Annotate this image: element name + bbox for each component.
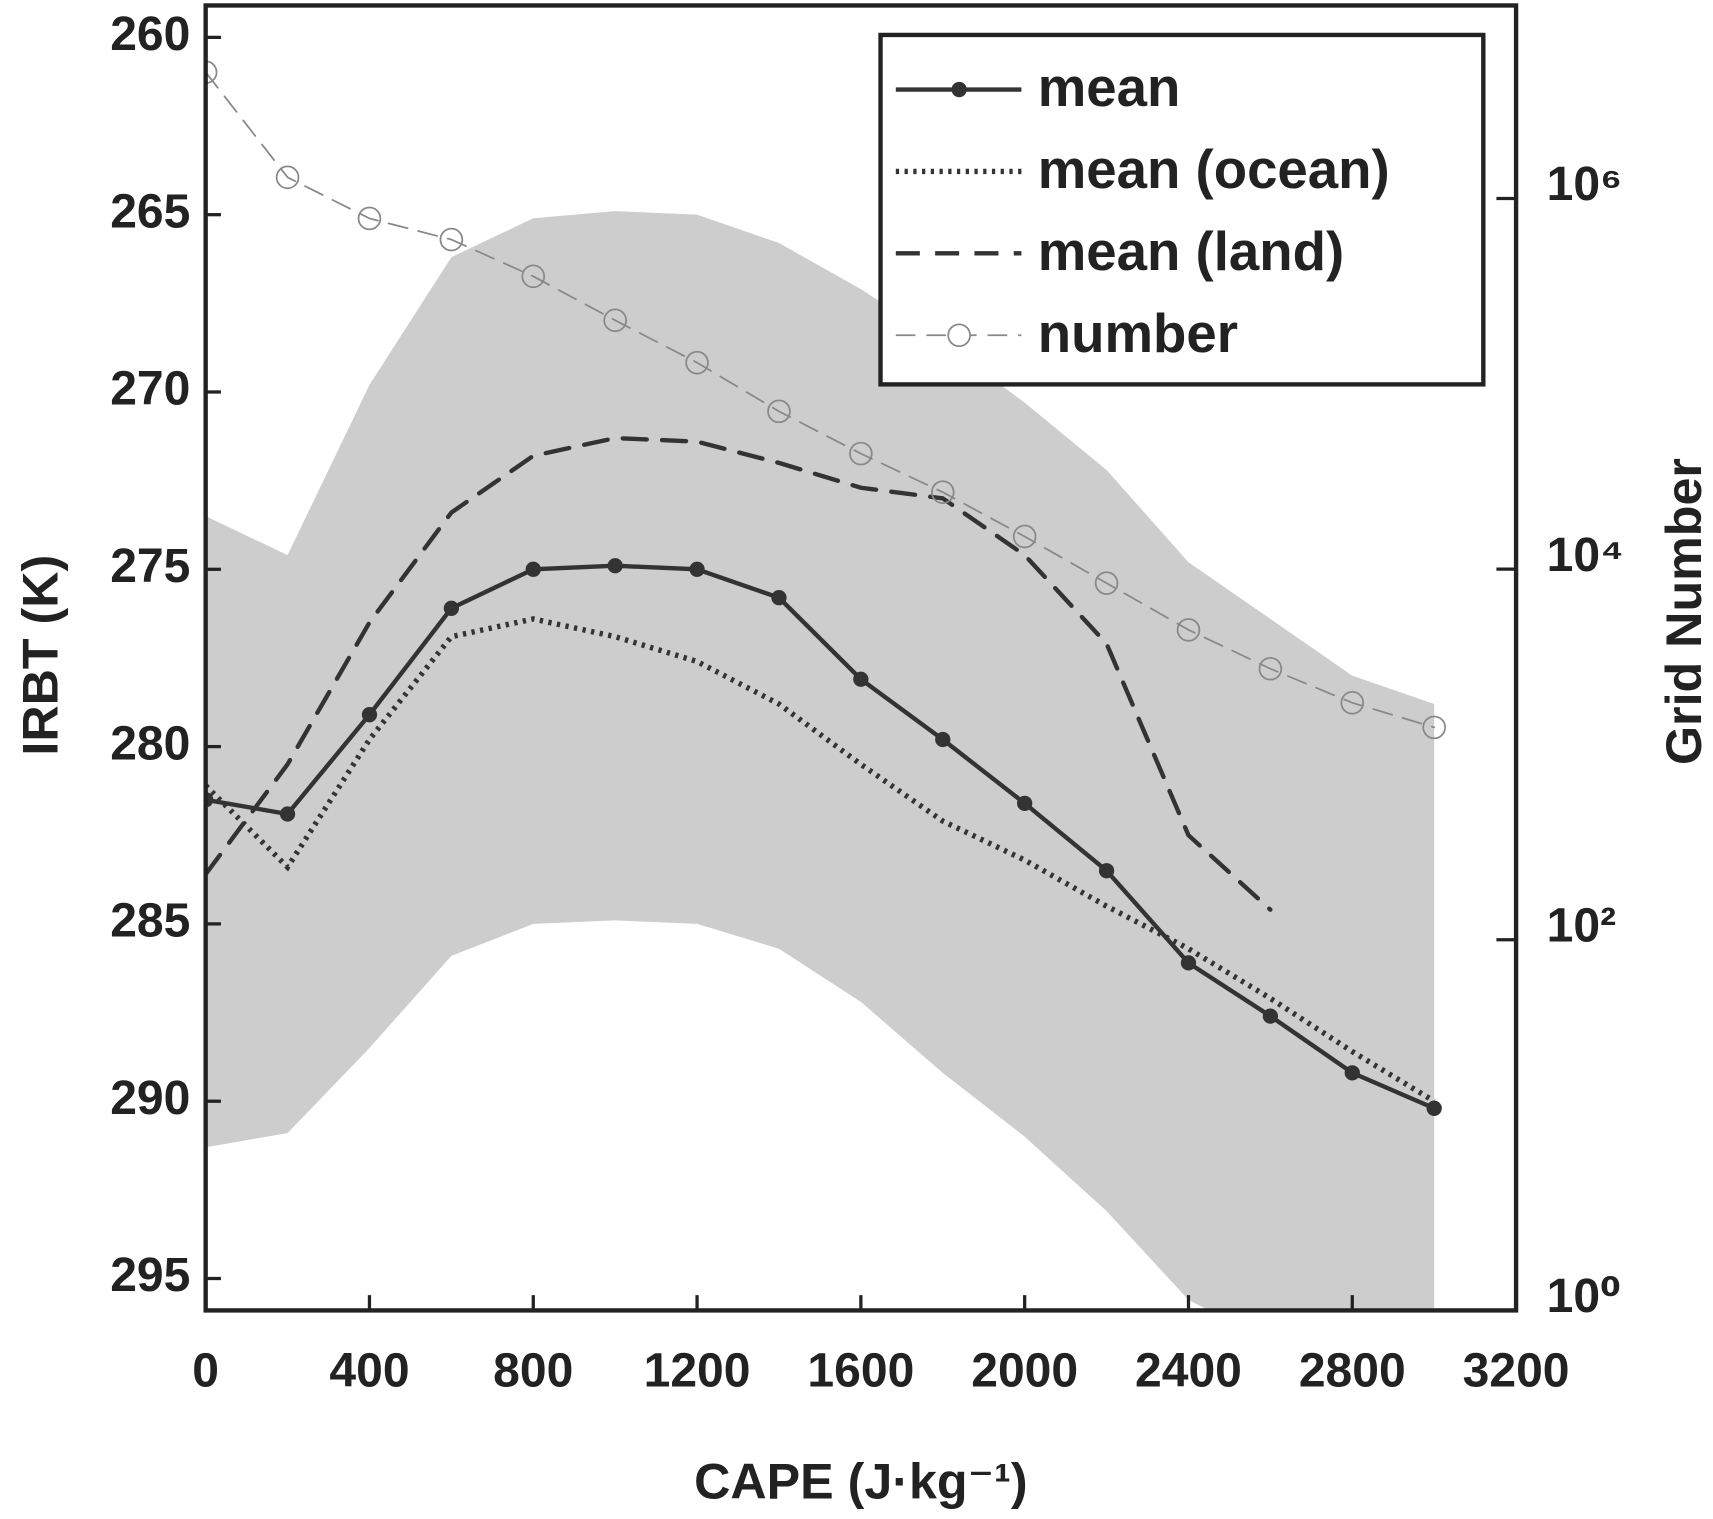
series-marker xyxy=(439,227,464,252)
series-marker xyxy=(930,480,955,505)
y2-tick-label: 10⁶ xyxy=(1547,158,1623,211)
x-axis-title: CAPE (J·kg⁻¹) xyxy=(694,1453,1027,1509)
series-marker xyxy=(849,441,873,466)
series-marker xyxy=(1094,571,1119,595)
series-marker xyxy=(935,731,951,748)
y-tick-label: 270 xyxy=(110,363,190,416)
series-marker xyxy=(525,561,541,577)
series-marker xyxy=(521,264,546,289)
y2-tick-label: 10⁰ xyxy=(1547,1270,1621,1323)
legend-marker xyxy=(947,323,971,348)
x-tick-label: 2400 xyxy=(1135,1344,1242,1397)
legend-label: number xyxy=(1038,303,1238,364)
series-marker xyxy=(361,707,378,723)
series-marker xyxy=(357,206,382,231)
y-tick-label: 290 xyxy=(110,1072,190,1125)
x-tick-label: 3200 xyxy=(1463,1344,1570,1397)
y-tick-label: 275 xyxy=(110,540,190,593)
series-marker xyxy=(1340,690,1365,715)
series-marker xyxy=(1098,863,1115,879)
spread-band xyxy=(205,211,1435,1311)
y-axis-title: IRBT (K) xyxy=(12,555,68,756)
series-marker xyxy=(1344,1065,1360,1081)
legend-label: mean (ocean) xyxy=(1038,139,1390,200)
y2-axis-title: Grid Number xyxy=(1656,458,1712,765)
series-line xyxy=(205,616,1436,1104)
series-marker xyxy=(205,60,218,84)
y-tick-label: 260 xyxy=(110,8,190,61)
series-marker xyxy=(853,671,869,687)
series-marker xyxy=(275,165,300,190)
x-tick-label: 1200 xyxy=(644,1344,751,1397)
y-tick-label: 280 xyxy=(110,717,190,770)
y2-tick-label: 10⁴ xyxy=(1547,529,1624,582)
series-marker xyxy=(1262,1008,1279,1024)
legend-box xyxy=(878,32,1486,387)
x-tick-label: 400 xyxy=(329,1344,409,1397)
series-marker xyxy=(689,561,705,577)
y-tick-label: 295 xyxy=(110,1249,190,1302)
series-marker xyxy=(1017,795,1033,811)
series-marker xyxy=(603,308,627,333)
x-tick-label: 2800 xyxy=(1299,1344,1406,1397)
series-marker xyxy=(279,806,296,822)
legend-marker xyxy=(951,81,967,98)
y-tick-label: 265 xyxy=(110,185,190,238)
series-marker xyxy=(685,350,709,375)
series-marker xyxy=(1012,524,1037,549)
y2-tick-label: 10² xyxy=(1547,900,1616,953)
y-tick-label: 285 xyxy=(110,895,190,948)
series-line xyxy=(205,563,1437,1111)
series-marker xyxy=(1426,1100,1442,1116)
series-marker xyxy=(1422,715,1446,740)
x-tick-label: 1600 xyxy=(807,1344,914,1397)
x-tick-label: 0 xyxy=(192,1344,219,1397)
series-marker xyxy=(771,590,787,606)
x-tick-label: 2000 xyxy=(971,1344,1078,1397)
series-marker xyxy=(443,600,460,616)
x-tick-label: 800 xyxy=(493,1344,573,1397)
legend-label: mean xyxy=(1038,57,1181,118)
series-marker xyxy=(767,399,791,424)
series-marker xyxy=(1176,618,1201,642)
series-marker xyxy=(1258,656,1283,681)
series-marker xyxy=(607,558,623,574)
series-line xyxy=(205,435,1273,912)
legend-label: mean (land) xyxy=(1038,221,1344,282)
plot-area xyxy=(205,60,1446,1311)
series-marker xyxy=(1180,955,1197,971)
